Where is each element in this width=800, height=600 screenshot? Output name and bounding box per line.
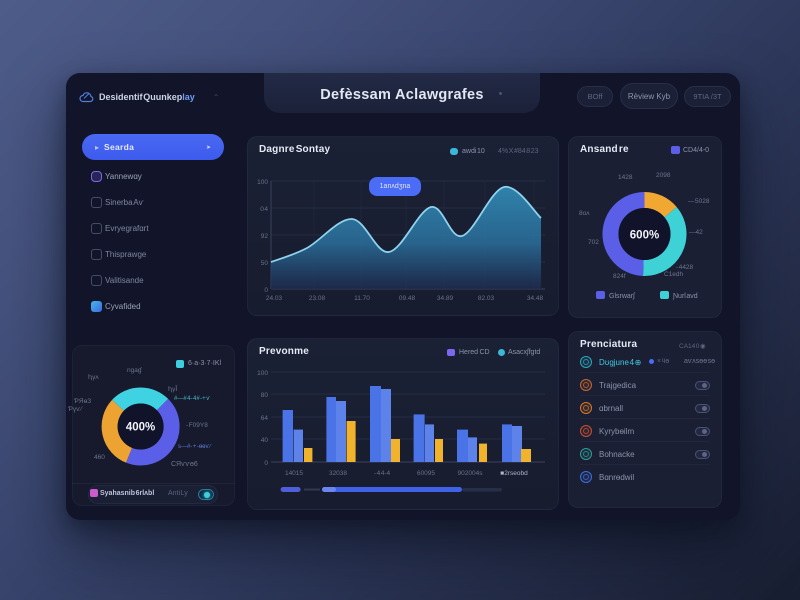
svg-text:09.48: 09.48 — [399, 295, 416, 302]
svg-text:C1edh: C1edh — [664, 271, 684, 278]
svg-text:23.08: 23.08 — [309, 295, 326, 302]
svg-text:—42: —42 — [689, 229, 703, 236]
svg-text:■2rseobd: ■2rseobd — [500, 470, 528, 477]
svg-text:60095: 60095 — [417, 470, 435, 477]
svg-text:80: 80 — [261, 392, 269, 399]
svg-text:1428: 1428 — [618, 174, 633, 181]
svg-text:8оʌ: 8оʌ — [579, 210, 590, 217]
svg-text:702: 702 — [588, 239, 599, 246]
svg-text:0: 0 — [264, 460, 268, 467]
svg-text:0 4: 0 4 — [260, 206, 268, 213]
svg-text:902004ѕ: 902004ѕ — [458, 470, 484, 477]
svg-text:11.70: 11.70 — [354, 295, 370, 302]
svg-text:0: 0 — [264, 287, 268, 294]
svg-text:82.03: 82.03 — [478, 295, 495, 302]
svg-text:24.03: 24.03 — [266, 295, 283, 302]
svg-text:34.48: 34.48 — [527, 295, 544, 302]
svg-text:34.89: 34.89 — [437, 295, 454, 302]
svg-text:100: 100 — [257, 179, 268, 186]
svg-text:32038: 32038 — [329, 470, 347, 477]
svg-text:50: 50 — [261, 260, 269, 267]
svg-text:40: 40 — [261, 437, 269, 444]
svg-text:Glsrwarʃ: Glsrwarʃ — [609, 293, 636, 300]
svg-text:- 4 4-4: - 4 4-4 — [374, 470, 391, 477]
svg-text:Ɲurl avd: Ɲurl avd — [672, 293, 698, 300]
svg-text:14015: 14015 — [285, 470, 303, 477]
svg-text:- 4428: - 4428 — [676, 264, 694, 271]
svg-text:400%: 400% — [126, 422, 155, 434]
svg-text:64: 64 — [261, 415, 269, 422]
svg-text:824f: 824f — [613, 273, 626, 280]
svg-text:92: 92 — [261, 233, 269, 240]
svg-text:2098: 2098 — [656, 172, 671, 179]
svg-text:600%: 600% — [630, 230, 659, 242]
svg-text:— 5028: — 5028 — [688, 198, 710, 205]
svg-text:100: 100 — [257, 370, 268, 377]
